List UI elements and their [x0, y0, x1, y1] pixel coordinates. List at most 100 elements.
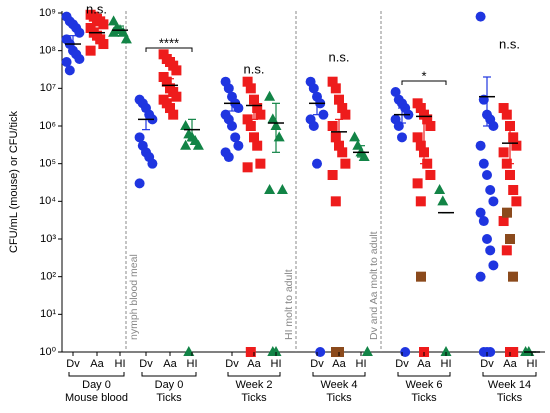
point [252, 103, 263, 114]
y-tick-label: 10⁰ [39, 346, 56, 358]
group-label: Week 6 [405, 379, 442, 391]
point [400, 347, 411, 357]
y-tick-label: 10⁵ [39, 158, 56, 170]
point [361, 346, 373, 356]
point [508, 132, 519, 143]
point [337, 103, 348, 114]
point [171, 91, 182, 102]
point [511, 196, 522, 207]
group-sublabel: Ticks [156, 392, 182, 404]
point [397, 132, 407, 143]
point [168, 109, 179, 120]
point [501, 109, 512, 120]
point [337, 147, 348, 158]
group-label: Week 4 [320, 379, 357, 391]
x-tick-label: HI [115, 358, 126, 370]
point [415, 196, 426, 207]
x-tick-label: HI [187, 358, 198, 370]
point [349, 131, 361, 142]
point [511, 140, 522, 151]
x-tick-label: Dv [139, 358, 153, 370]
point [252, 140, 263, 151]
point [485, 184, 496, 195]
group-label: Day 0 [155, 379, 184, 391]
x-tick-label: HI [271, 358, 282, 370]
sig-bracket [145, 47, 193, 52]
point [242, 114, 253, 125]
point [334, 94, 344, 105]
point [475, 140, 486, 151]
x-tick-label: Dv [225, 358, 239, 370]
x-tick-label: Dv [480, 358, 494, 370]
point [390, 86, 401, 97]
point [180, 139, 192, 150]
point [318, 109, 329, 120]
point [415, 103, 426, 114]
point [264, 90, 276, 101]
point [64, 65, 75, 76]
point [245, 83, 256, 94]
x-tick-label: Dv [395, 358, 409, 370]
point [308, 83, 319, 94]
y-tick-label: 10⁴ [39, 195, 56, 207]
point [340, 109, 351, 120]
point [485, 347, 496, 357]
y-tick-label: 10³ [40, 233, 56, 245]
point [255, 158, 266, 169]
point [330, 83, 341, 94]
sig-label: **** [159, 35, 179, 50]
group-bracket [68, 372, 125, 377]
x-tick-label: Aa [90, 358, 104, 370]
sig-label: n.s. [86, 1, 107, 16]
point [415, 140, 426, 151]
point [223, 152, 234, 163]
group-sublabel: Ticks [326, 392, 352, 404]
y-tick-label: 10⁷ [40, 82, 56, 94]
point [482, 170, 492, 181]
point [488, 121, 499, 131]
group-label: Week 2 [235, 379, 272, 391]
point [242, 76, 253, 87]
point [227, 121, 237, 131]
point [422, 114, 433, 125]
point [425, 170, 436, 181]
point [501, 245, 512, 256]
point [412, 132, 423, 143]
y-tick-label: 10⁶ [39, 120, 56, 132]
point [330, 196, 341, 207]
group-sublabel: Ticks [411, 392, 437, 404]
point [264, 183, 276, 194]
point [315, 347, 326, 357]
group-bracket [227, 372, 281, 377]
divider-label: HI molt to adult [283, 269, 295, 340]
point [98, 19, 109, 30]
sig-label: n.s. [329, 49, 350, 64]
x-tick-label: Aa [417, 358, 431, 370]
point [255, 109, 266, 120]
point [498, 103, 509, 114]
point [242, 162, 253, 173]
point [498, 216, 509, 227]
point [482, 234, 492, 244]
point [508, 347, 519, 357]
point [327, 76, 338, 87]
point [85, 45, 96, 56]
x-tick-label: Aa [503, 358, 517, 370]
group-label: Week 14 [488, 379, 531, 391]
group-sublabel: Mouse blood [65, 392, 128, 404]
point [61, 57, 72, 68]
point [183, 346, 195, 356]
point [475, 207, 486, 218]
y-tick-label: 10⁸ [39, 45, 56, 57]
sig-label: n.s. [499, 36, 520, 51]
point [249, 132, 259, 143]
point [108, 26, 120, 37]
point [98, 39, 109, 50]
point [508, 184, 519, 195]
point [340, 158, 351, 169]
group-bracket [482, 372, 537, 377]
sig-label: n.s. [244, 61, 265, 76]
point [485, 245, 496, 256]
point [412, 178, 423, 189]
sig-bracket [401, 80, 447, 85]
